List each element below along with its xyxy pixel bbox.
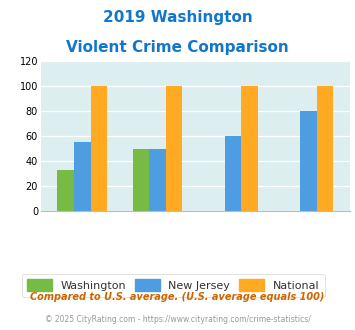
Text: Compared to U.S. average. (U.S. average equals 100): Compared to U.S. average. (U.S. average … — [30, 292, 325, 302]
Legend: Washington, New Jersey, National: Washington, New Jersey, National — [22, 274, 325, 297]
Bar — [91, 86, 107, 211]
Bar — [317, 86, 333, 211]
Bar — [58, 170, 74, 211]
Text: © 2025 CityRating.com - https://www.cityrating.com/crime-statistics/: © 2025 CityRating.com - https://www.city… — [45, 315, 310, 324]
Text: Violent Crime Comparison: Violent Crime Comparison — [66, 40, 289, 54]
Text: 2019 Washington: 2019 Washington — [103, 10, 252, 25]
Bar — [241, 86, 258, 211]
Bar — [225, 136, 241, 211]
Bar — [300, 111, 317, 211]
Bar — [74, 142, 91, 211]
Bar — [133, 148, 149, 211]
Bar — [149, 148, 166, 211]
Bar — [166, 86, 182, 211]
